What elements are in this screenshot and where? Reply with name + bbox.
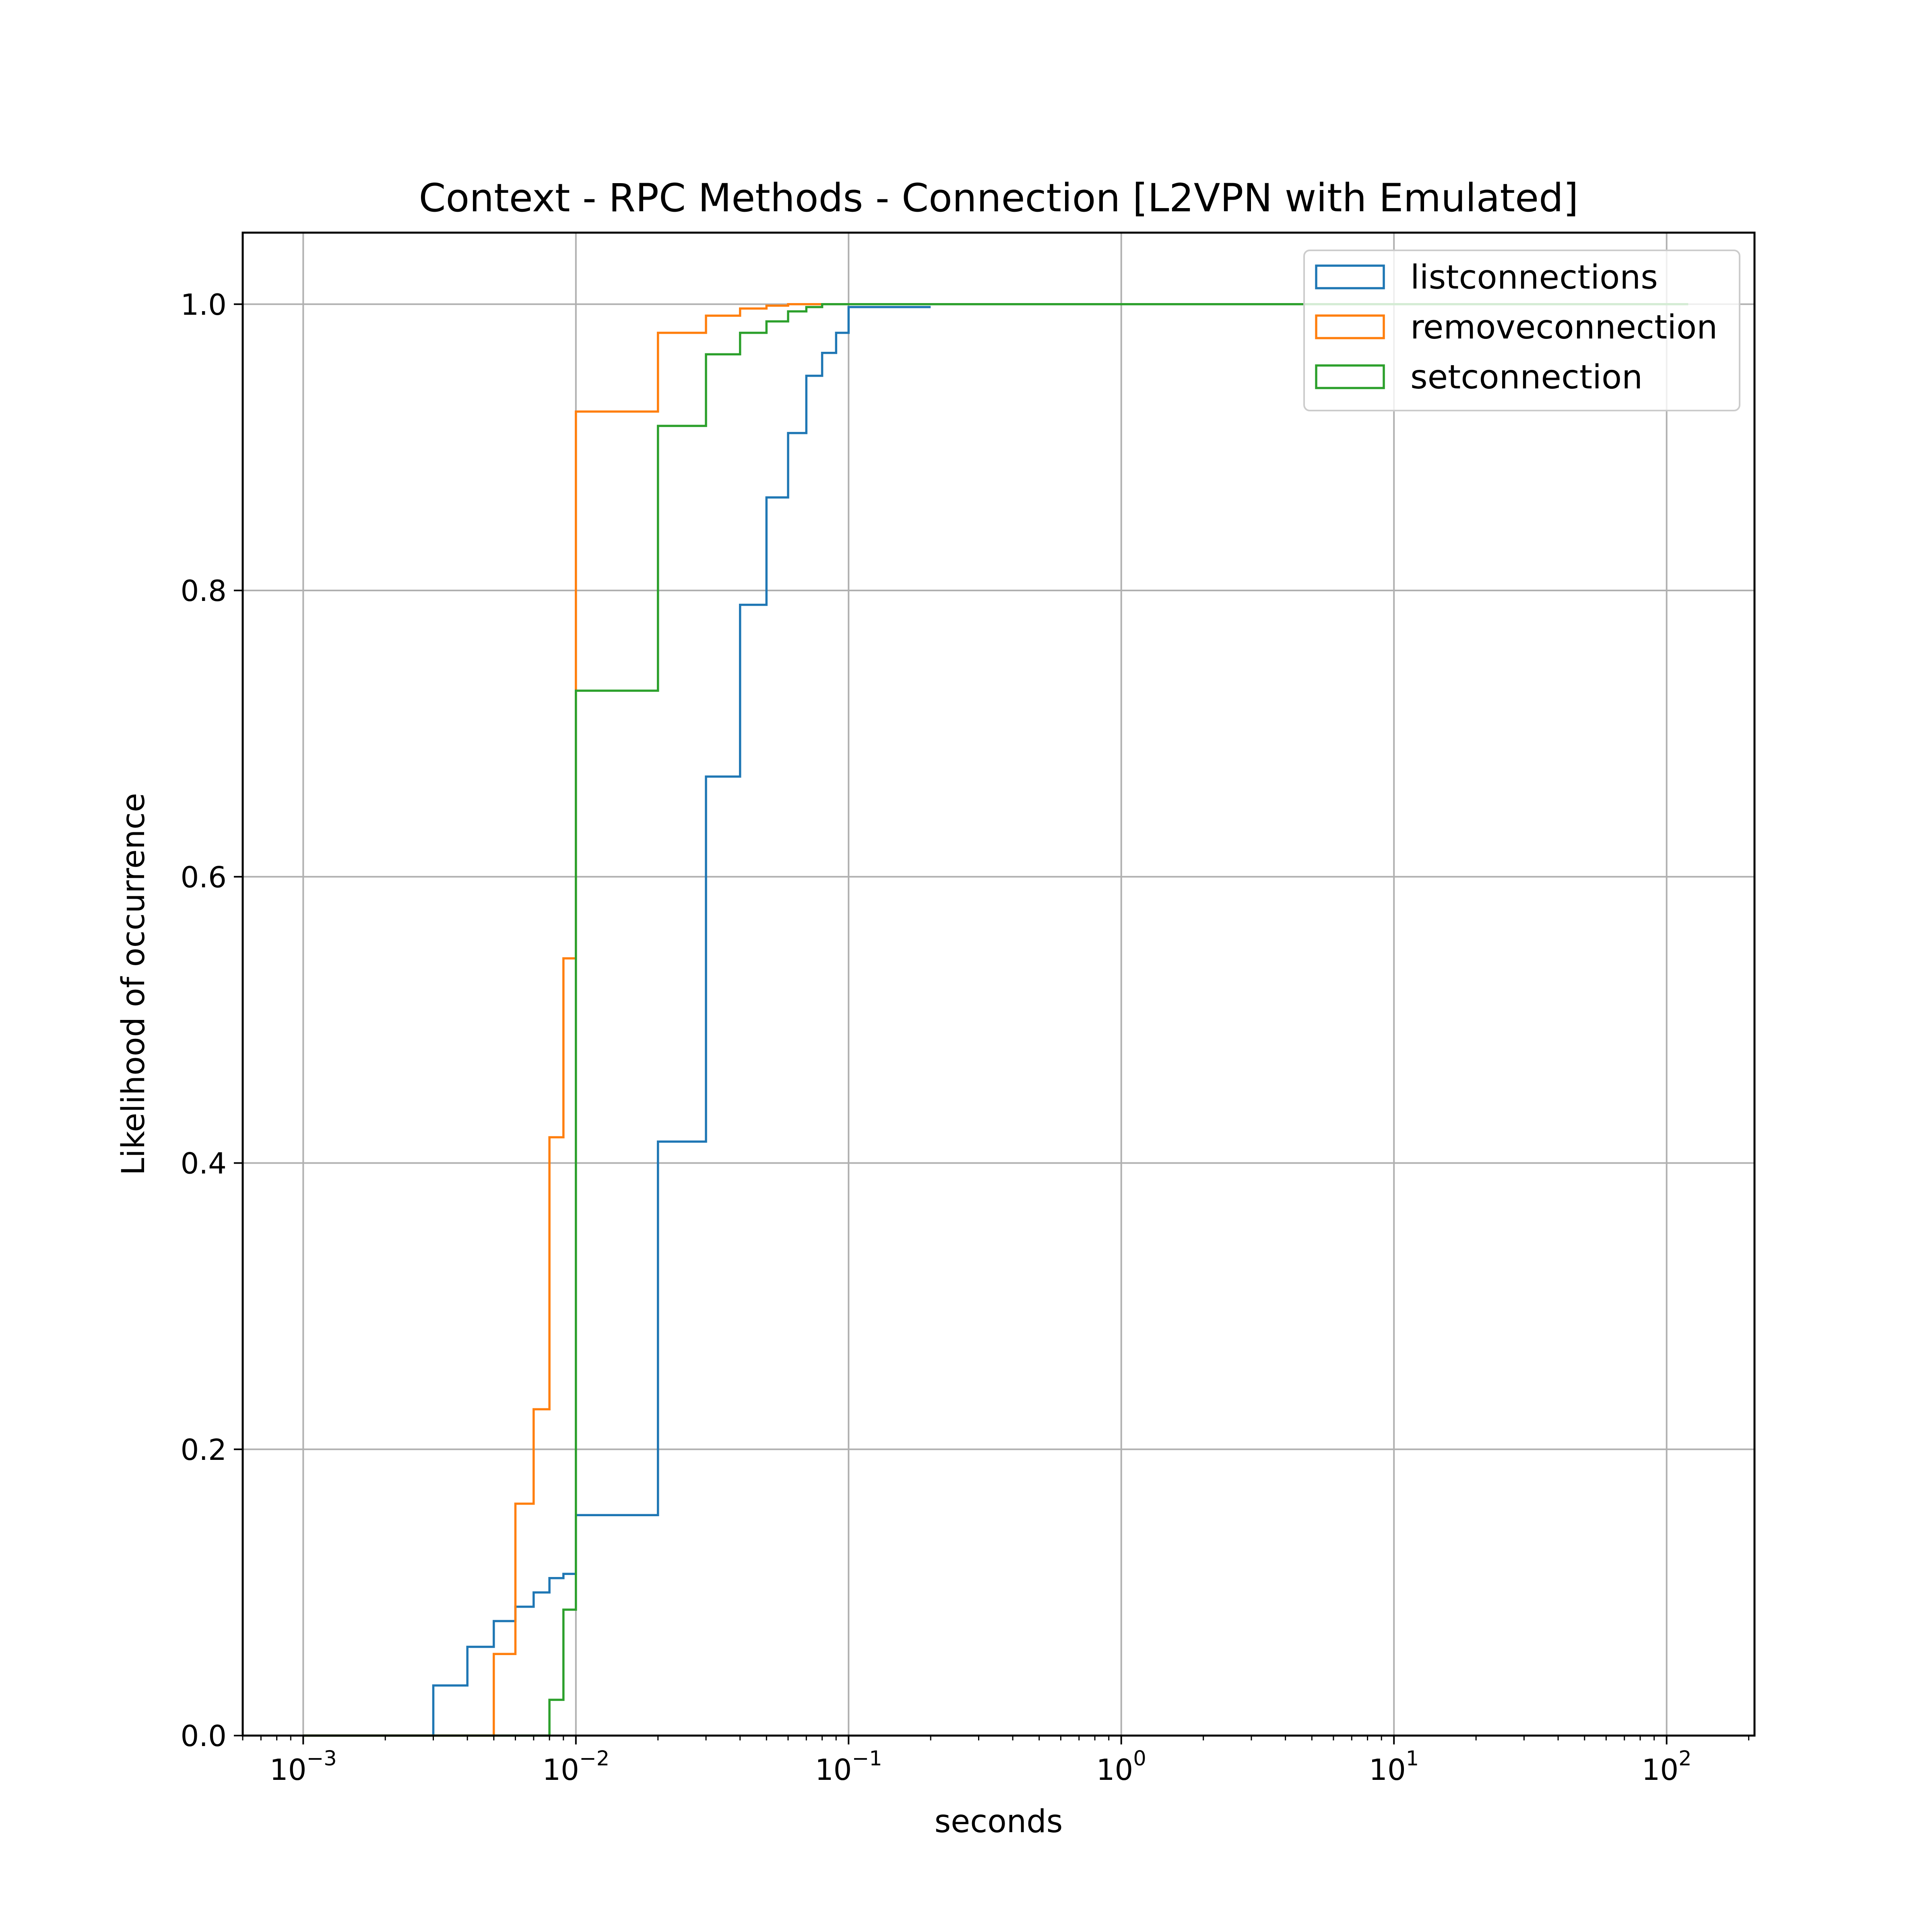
series-line-listconnections	[303, 306, 931, 1737]
x-tick-label: 10−1	[815, 1747, 882, 1787]
x-axis: 10−3 10−2 10−1 100 101 102	[242, 1736, 1750, 1787]
x-tick-base: 10	[1369, 1753, 1406, 1787]
x-tick-label: 102	[1642, 1747, 1692, 1787]
y-axis: 0.0 0.2 0.4 0.6 0.8 1.0	[180, 288, 243, 1753]
x-tick-exponent: −1	[852, 1747, 882, 1771]
x-tick-exponent: 0	[1133, 1747, 1146, 1771]
x-tick-exponent: −2	[579, 1747, 609, 1771]
legend: listconnections removeconnection setconnec…	[1303, 250, 1740, 411]
x-tick-base: 10	[1096, 1753, 1133, 1787]
y-tick-label: 1.0	[180, 288, 227, 322]
x-axis-label: seconds	[935, 1804, 1063, 1840]
legend-box	[1303, 250, 1740, 411]
y-axis-label: Likelihood of occurrence	[116, 793, 152, 1175]
y-tick-label: 0.2	[180, 1433, 227, 1467]
x-tick-label: 10−2	[542, 1747, 609, 1787]
series-line-removeconnection	[303, 303, 822, 1737]
chart-title: Context - RPC Methods - Connection [L2VP…	[419, 175, 1578, 221]
legend-label: listconnections	[1410, 258, 1658, 297]
x-tick-base: 10	[815, 1753, 852, 1787]
plot-frame	[242, 231, 1756, 1737]
y-tick-label: 0.4	[180, 1147, 227, 1181]
x-tick-exponent: 2	[1678, 1747, 1691, 1771]
y-tick-label: 0.6	[180, 860, 227, 894]
x-tick-label: 101	[1369, 1747, 1419, 1787]
x-tick-base: 10	[270, 1753, 307, 1787]
x-tick-exponent: 1	[1406, 1747, 1419, 1771]
legend-label: setconnection	[1410, 358, 1643, 396]
legend-swatch	[1315, 364, 1385, 389]
legend-swatch	[1315, 264, 1385, 289]
legend-swatch	[1315, 314, 1385, 339]
x-tick-base: 10	[542, 1753, 579, 1787]
legend-label: removeconnection	[1410, 308, 1717, 347]
x-tick-exponent: −3	[307, 1747, 337, 1771]
y-tick-label: 0.0	[180, 1719, 227, 1753]
x-tick-label: 10−3	[270, 1747, 337, 1787]
x-tick-label: 100	[1096, 1747, 1146, 1787]
y-tick-label: 0.8	[180, 574, 227, 608]
x-tick-base: 10	[1642, 1753, 1679, 1787]
